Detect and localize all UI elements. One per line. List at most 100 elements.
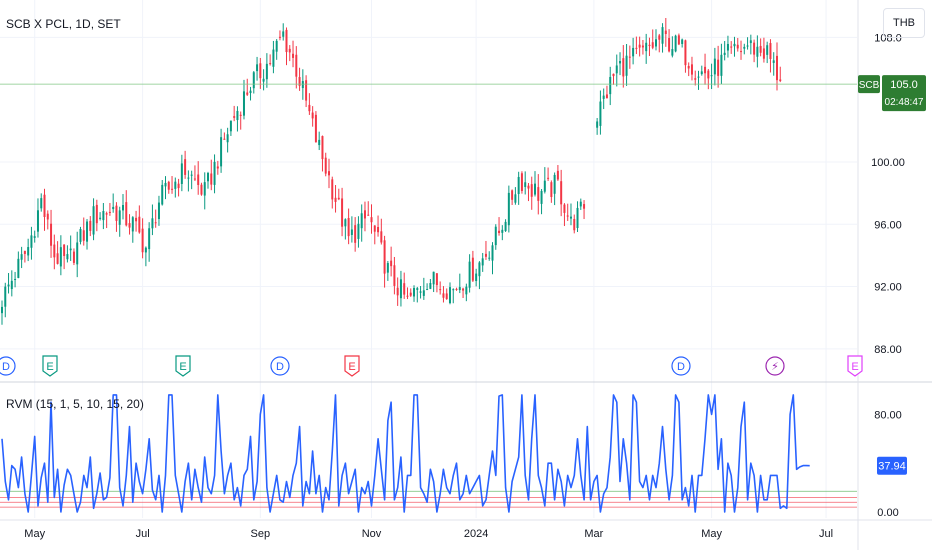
candle-158 (517, 171, 520, 205)
candle-154 (504, 219, 507, 232)
candle-116 (380, 218, 383, 245)
candle-217 (720, 43, 723, 85)
candle-body (334, 197, 337, 202)
candle-body (337, 197, 340, 200)
time-tick-label: Jul (819, 528, 833, 540)
candle-body (344, 219, 347, 227)
candle-body (72, 251, 75, 263)
candle-body (262, 78, 265, 82)
candle-body (413, 287, 416, 297)
candle-body (645, 42, 648, 52)
currency-button[interactable]: THB (883, 8, 925, 38)
candle-body (82, 230, 85, 241)
candle-33 (108, 202, 111, 216)
candle-body (668, 38, 671, 52)
candle-64 (210, 159, 213, 191)
candle-body (641, 45, 644, 48)
candle-body (448, 287, 451, 304)
candle-71 (233, 105, 236, 122)
symbol-title[interactable]: SCB X PCL, 1D, SET (6, 17, 121, 31)
rvm-series-line (1, 394, 810, 513)
candle-232 (769, 39, 772, 73)
event-letter: ⚡ (771, 361, 779, 373)
candle-31 (102, 203, 105, 230)
candle-73 (239, 111, 242, 130)
candle-body (772, 60, 775, 63)
candle-191 (635, 36, 638, 55)
candle-body (632, 47, 635, 57)
candle-177 (579, 198, 582, 210)
time-tick-label: Sep (251, 528, 271, 540)
candle-body (534, 183, 537, 195)
candle-124 (406, 287, 409, 300)
candle-63 (207, 171, 210, 189)
candle-19 (63, 244, 66, 270)
candle-body (524, 182, 527, 187)
event-marker-earnings: E (344, 355, 360, 377)
candle-214 (710, 63, 713, 90)
candle-9 (30, 226, 33, 260)
candle-203 (674, 34, 677, 53)
candle-body (373, 225, 376, 232)
candle-8 (27, 238, 30, 262)
candle-114 (373, 225, 376, 245)
candle-body (517, 176, 520, 195)
candle-3 (10, 270, 13, 297)
candle-body (17, 258, 20, 278)
split-icon (765, 356, 785, 376)
candle-body (704, 66, 707, 74)
candle-140 (458, 273, 461, 294)
candle-205 (681, 38, 684, 48)
candle-138 (452, 288, 455, 304)
candle-107 (350, 216, 353, 243)
candle-body (465, 286, 468, 295)
candle-208 (690, 56, 693, 81)
candle-213 (707, 69, 710, 90)
candle-body (619, 61, 622, 64)
candle-102 (334, 185, 337, 213)
candle-181 (602, 88, 605, 110)
candle-body (69, 248, 72, 251)
candle-body (733, 43, 736, 47)
candle-67 (220, 128, 223, 173)
candle-body (475, 273, 478, 282)
candle-192 (638, 36, 641, 57)
candle-body (723, 52, 726, 55)
candle-body (501, 229, 504, 233)
candle-body (226, 134, 229, 143)
candle-141 (462, 287, 465, 299)
candle-108 (354, 217, 357, 252)
candle-230 (762, 37, 765, 63)
candle-234 (775, 42, 778, 91)
candle-body (92, 206, 95, 235)
candle-55 (180, 154, 183, 192)
earnings-icon (175, 355, 191, 377)
candle-body (324, 157, 327, 174)
candle-197 (655, 29, 657, 51)
candle-body (288, 48, 291, 53)
candle-body (429, 283, 432, 289)
candle-202 (671, 36, 674, 58)
candle-body (583, 204, 586, 209)
candle-body (432, 271, 435, 285)
candle-46 (151, 204, 154, 236)
candle-body (710, 75, 713, 77)
indicator-title[interactable]: RVM (15, 1, 5, 10, 15, 20) (6, 397, 144, 411)
candle-139 (455, 287, 458, 291)
candle-body (43, 194, 46, 217)
candle-170 (556, 165, 559, 181)
candle-137 (448, 282, 451, 305)
candle-38 (125, 190, 128, 227)
candle-body (396, 287, 399, 296)
candle-105 (344, 218, 347, 240)
candle-body (498, 230, 501, 234)
candle-171 (560, 169, 563, 217)
candle-body (301, 81, 304, 89)
candle-body (108, 211, 111, 213)
candle-body (596, 121, 599, 128)
candle-body (478, 262, 481, 277)
candle-body (775, 55, 778, 81)
candle-14 (46, 210, 49, 230)
candle-body (56, 253, 59, 264)
